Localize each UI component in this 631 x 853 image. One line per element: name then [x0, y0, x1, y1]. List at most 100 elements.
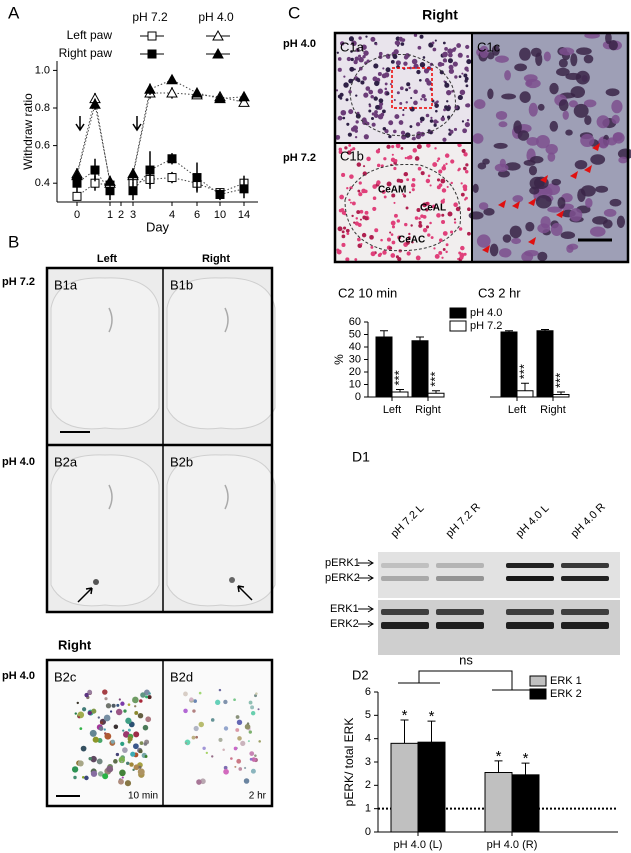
y-tick-label: 2 — [365, 779, 371, 791]
cell — [249, 751, 255, 756]
cell — [122, 747, 128, 753]
cell — [358, 181, 362, 185]
cell — [97, 771, 104, 777]
cell — [403, 194, 407, 198]
cell — [463, 152, 468, 157]
cell — [102, 689, 108, 695]
cell — [570, 53, 578, 67]
cell — [137, 712, 144, 719]
cell — [441, 188, 447, 193]
cell — [445, 250, 448, 254]
cell — [138, 765, 142, 769]
data-point — [127, 167, 139, 179]
cell — [501, 93, 517, 100]
cell — [396, 178, 401, 183]
region-label: CeAC — [398, 235, 425, 246]
cell — [550, 223, 563, 237]
cell — [382, 109, 386, 114]
cell — [377, 114, 384, 120]
x-tick-label: Left — [508, 404, 526, 416]
cell — [144, 755, 148, 758]
cell — [119, 769, 126, 777]
arrowhead — [584, 165, 592, 173]
cell — [565, 72, 582, 80]
cell — [142, 724, 149, 731]
cell — [344, 146, 348, 150]
band — [436, 622, 484, 629]
cell — [396, 91, 400, 95]
cell — [235, 728, 240, 732]
cell — [406, 178, 410, 182]
cell — [565, 129, 573, 136]
cell — [355, 94, 358, 97]
cell — [437, 157, 441, 161]
bar — [391, 391, 409, 398]
cell — [84, 692, 89, 698]
legend-header: pH 7.2 — [132, 10, 168, 24]
cell — [91, 708, 97, 714]
cell — [385, 53, 391, 59]
cell — [337, 226, 343, 232]
cell — [413, 33, 418, 37]
cell — [223, 765, 228, 770]
cell — [430, 116, 433, 119]
cell — [611, 114, 620, 124]
cell — [403, 61, 408, 66]
x-tick-label: Left — [383, 404, 401, 416]
cell — [393, 129, 397, 134]
cell — [551, 178, 562, 186]
band — [561, 576, 609, 581]
cell — [524, 249, 539, 257]
cell — [345, 228, 350, 233]
legend-key — [147, 49, 157, 59]
y-tick-label: 0 — [355, 391, 361, 403]
cell — [447, 58, 453, 64]
cell — [360, 243, 363, 246]
cell — [198, 721, 205, 728]
cell — [339, 194, 345, 200]
cell — [413, 89, 418, 94]
cell — [105, 703, 112, 709]
cell — [144, 689, 150, 696]
cell — [425, 202, 429, 206]
cell — [384, 87, 388, 91]
cell — [381, 189, 386, 194]
cell — [346, 122, 350, 126]
cell — [132, 768, 135, 772]
cell — [400, 147, 404, 150]
bar — [511, 774, 540, 833]
cell — [368, 104, 372, 108]
x-axis-label: Day — [146, 219, 170, 234]
cell — [498, 248, 512, 258]
cell — [96, 758, 103, 765]
cell — [349, 201, 352, 204]
cell — [456, 43, 462, 48]
cell — [391, 153, 394, 156]
cell — [425, 225, 430, 229]
cell — [432, 162, 438, 168]
cell — [89, 729, 97, 737]
cell — [434, 253, 440, 259]
cell — [419, 62, 426, 68]
cell — [98, 726, 104, 731]
cell — [248, 700, 253, 705]
cell — [450, 230, 454, 234]
cell — [341, 230, 345, 234]
cell — [479, 45, 489, 58]
error-bar — [427, 720, 436, 743]
cell — [472, 183, 479, 193]
error-bar — [494, 760, 503, 773]
cell — [353, 59, 358, 65]
cell — [605, 32, 612, 45]
x-tick-label: 0 — [74, 209, 80, 221]
cell — [562, 110, 569, 120]
row-label: pH 7.2 — [2, 276, 35, 288]
cell — [362, 165, 366, 168]
cell — [348, 198, 351, 202]
cell — [399, 86, 404, 91]
cell — [519, 47, 531, 61]
cell — [618, 156, 628, 164]
cell — [467, 123, 470, 127]
cell — [238, 767, 243, 771]
cell — [354, 258, 358, 261]
